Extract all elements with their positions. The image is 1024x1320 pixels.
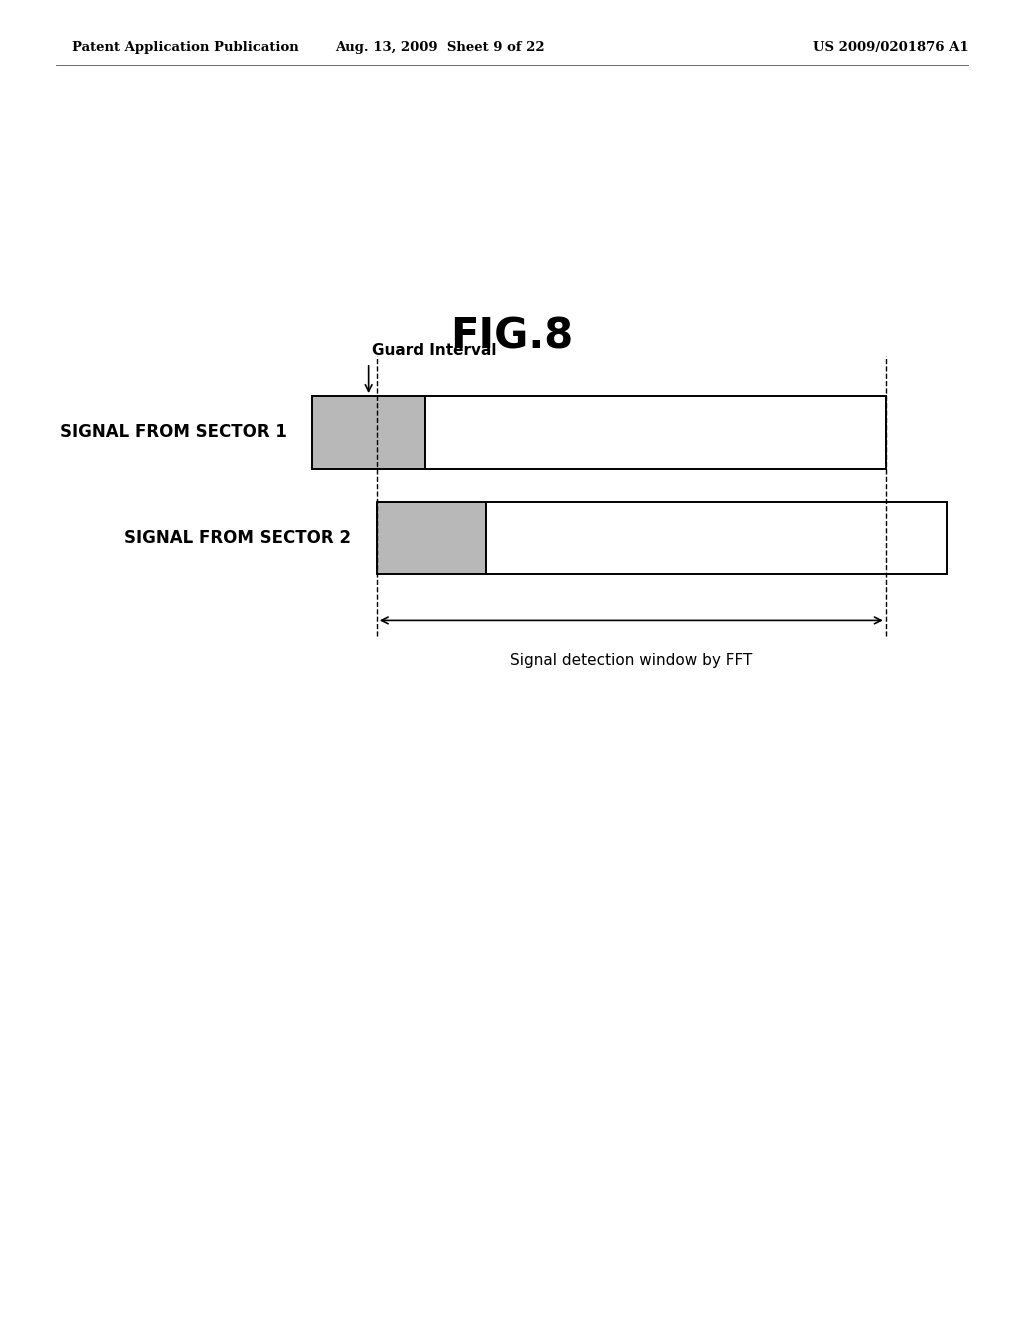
- Bar: [425, 396, 886, 469]
- Text: SIGNAL FROM SECTOR 2: SIGNAL FROM SECTOR 2: [124, 529, 351, 546]
- Bar: [377, 502, 486, 574]
- Text: FIG.8: FIG.8: [451, 315, 573, 358]
- Text: Guard Interval: Guard Interval: [372, 343, 497, 358]
- Text: SIGNAL FROM SECTOR 1: SIGNAL FROM SECTOR 1: [59, 424, 287, 441]
- Text: Signal detection window by FFT: Signal detection window by FFT: [510, 653, 753, 668]
- Text: US 2009/0201876 A1: US 2009/0201876 A1: [813, 41, 969, 54]
- Bar: [312, 396, 425, 469]
- Text: Aug. 13, 2009  Sheet 9 of 22: Aug. 13, 2009 Sheet 9 of 22: [336, 41, 545, 54]
- Bar: [486, 502, 947, 574]
- Text: Patent Application Publication: Patent Application Publication: [72, 41, 298, 54]
